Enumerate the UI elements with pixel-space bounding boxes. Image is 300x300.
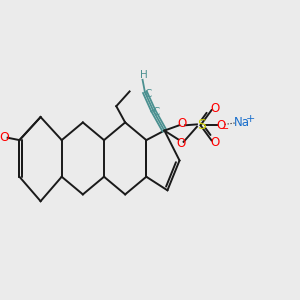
Text: −: − <box>221 124 229 134</box>
Text: O: O <box>217 119 226 132</box>
Text: O: O <box>211 102 220 115</box>
Text: Na: Na <box>234 116 250 129</box>
Text: O: O <box>176 137 185 150</box>
Text: H: H <box>140 70 148 80</box>
Text: O: O <box>0 131 9 144</box>
Text: O: O <box>178 117 187 130</box>
Text: C: C <box>144 89 152 99</box>
Text: O: O <box>211 136 220 148</box>
Text: S: S <box>197 118 206 132</box>
Text: C: C <box>152 107 160 117</box>
Text: +: + <box>245 114 255 124</box>
